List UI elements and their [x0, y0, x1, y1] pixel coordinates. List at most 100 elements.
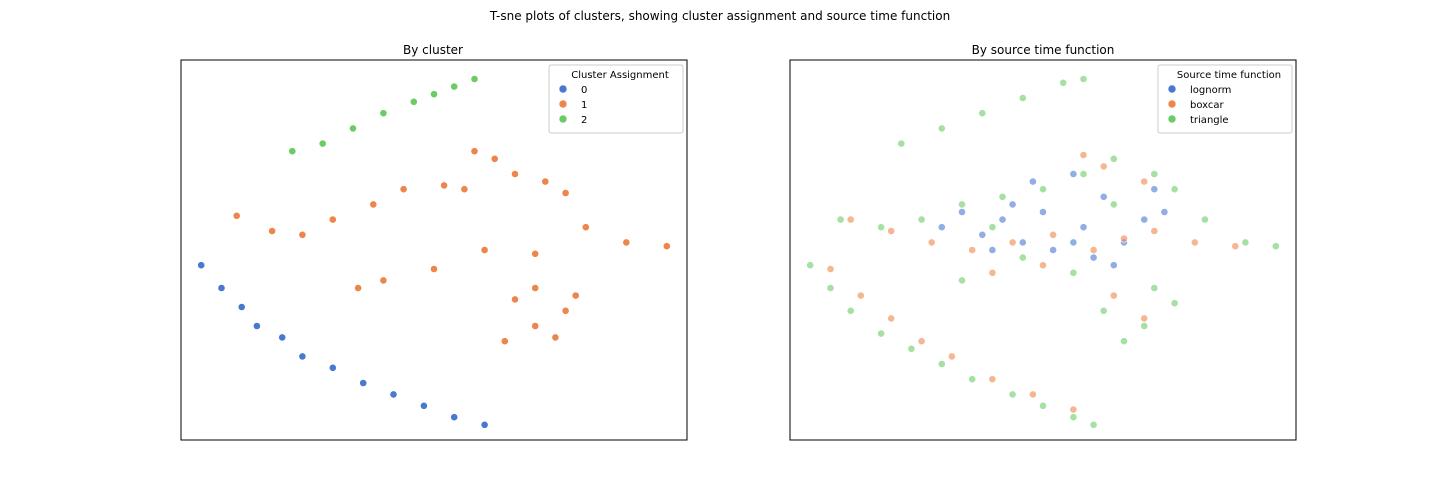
data-point-triangle: [1039, 401, 1047, 410]
data-point-1: [328, 215, 337, 224]
data-point-1: [551, 333, 560, 342]
legend-title: Source time function: [1177, 70, 1281, 81]
data-point-boxcar: [1190, 238, 1199, 247]
data-point-triangle: [1120, 337, 1128, 346]
data-point-boxcar: [1089, 246, 1098, 254]
data-point-lognorm: [1079, 223, 1088, 232]
data-point-lognorm: [1018, 238, 1027, 247]
data-point-0: [217, 284, 226, 292]
data-point-triangle: [978, 109, 987, 118]
series-0: [197, 261, 489, 429]
series-2: [288, 75, 479, 156]
legend-label-1: 1: [581, 100, 587, 111]
data-point-1: [369, 200, 378, 209]
data-point-0: [328, 363, 337, 372]
data-point-lognorm: [1069, 238, 1078, 247]
data-point-1: [268, 227, 276, 235]
legend-marker-0: [558, 84, 568, 94]
data-point-1: [232, 211, 241, 220]
data-point-triangle: [917, 215, 926, 224]
data-point-boxcar: [1140, 177, 1149, 186]
data-point-lognorm: [988, 246, 997, 254]
data-point-1: [354, 284, 362, 292]
scatter-points-by-cluster: [197, 75, 671, 429]
data-point-1: [531, 249, 540, 258]
data-point-boxcar: [1120, 234, 1128, 243]
data-point-lognorm: [937, 223, 946, 232]
data-point-1: [662, 242, 671, 251]
data-point-1: [440, 181, 448, 190]
data-point-lognorm: [1008, 200, 1017, 209]
data-point-lognorm: [1109, 261, 1118, 270]
data-point-boxcar: [1029, 390, 1037, 399]
data-point-boxcar: [887, 314, 896, 323]
data-point-triangle: [1241, 238, 1250, 247]
axes-frame-by-cluster: [180, 59, 688, 441]
data-point-1: [470, 147, 479, 156]
data-point-1: [399, 185, 408, 194]
data-point-boxcar: [1150, 227, 1159, 235]
data-point-1: [581, 223, 590, 232]
data-point-1: [531, 322, 540, 330]
data-point-0: [480, 420, 489, 429]
data-point-triangle: [1059, 78, 1068, 87]
data-point-lognorm: [1069, 170, 1078, 178]
figure-suptitle: T-sne plots of clusters, showing cluster…: [489, 9, 950, 23]
data-point-boxcar: [948, 352, 956, 361]
series-lognorm: [937, 170, 1169, 270]
data-point-1: [460, 185, 469, 194]
data-point-triangle: [907, 344, 916, 353]
legend-box: [548, 64, 684, 134]
data-point-triangle: [1201, 215, 1209, 224]
legend-marker-1: [558, 99, 568, 109]
data-point-boxcar: [826, 265, 835, 273]
data-point-1: [561, 306, 570, 315]
data-point-lognorm: [1140, 215, 1149, 224]
data-point-triangle: [1018, 94, 1027, 102]
data-point-1: [571, 291, 580, 300]
data-point-0: [450, 413, 459, 422]
data-point-triangle: [1170, 185, 1179, 194]
data-point-boxcar: [1049, 230, 1057, 239]
scatter-points-by-source-time-function: [806, 75, 1280, 429]
data-point-triangle: [1099, 306, 1108, 315]
data-point-1: [430, 265, 438, 273]
data-point-boxcar: [1069, 405, 1078, 414]
data-point-2: [430, 90, 438, 99]
data-point-boxcar: [917, 337, 926, 346]
data-point-1: [480, 246, 489, 254]
data-point-1: [561, 189, 570, 197]
data-point-triangle: [897, 139, 906, 148]
data-point-boxcar: [1008, 238, 1017, 247]
data-point-2: [409, 97, 418, 106]
data-point-triangle: [998, 192, 1007, 201]
panel-by-cluster: By cluster Cluster Assignment 0 1 2: [180, 43, 688, 441]
legend-marker-boxcar: [1167, 99, 1177, 109]
data-point-boxcar: [1039, 261, 1047, 270]
axes-frame-by-source-time-function: [789, 59, 1297, 441]
data-point-0: [298, 352, 307, 361]
data-point-boxcar: [1140, 314, 1149, 323]
legend-by-cluster: Cluster Assignment 0 1 2: [548, 64, 684, 134]
data-point-triangle: [1079, 75, 1088, 83]
data-point-triangle: [1089, 420, 1098, 429]
data-point-1: [298, 230, 307, 239]
data-point-1: [511, 295, 519, 304]
data-point-1: [531, 284, 540, 292]
series-boxcar: [826, 151, 1240, 414]
data-point-triangle: [1170, 299, 1179, 308]
data-point-lognorm: [978, 230, 987, 239]
data-point-triangle: [937, 124, 946, 133]
data-point-boxcar: [968, 246, 977, 254]
data-point-0: [197, 261, 206, 270]
series-1: [232, 147, 671, 346]
data-point-triangle: [958, 276, 966, 285]
data-point-2: [288, 147, 297, 156]
data-point-lognorm: [1099, 192, 1108, 201]
legend-label-boxcar: boxcar: [1190, 100, 1225, 111]
data-point-boxcar: [887, 227, 896, 235]
data-point-boxcar: [927, 238, 936, 247]
legend-title: Cluster Assignment: [571, 70, 669, 81]
data-point-2: [349, 124, 357, 133]
